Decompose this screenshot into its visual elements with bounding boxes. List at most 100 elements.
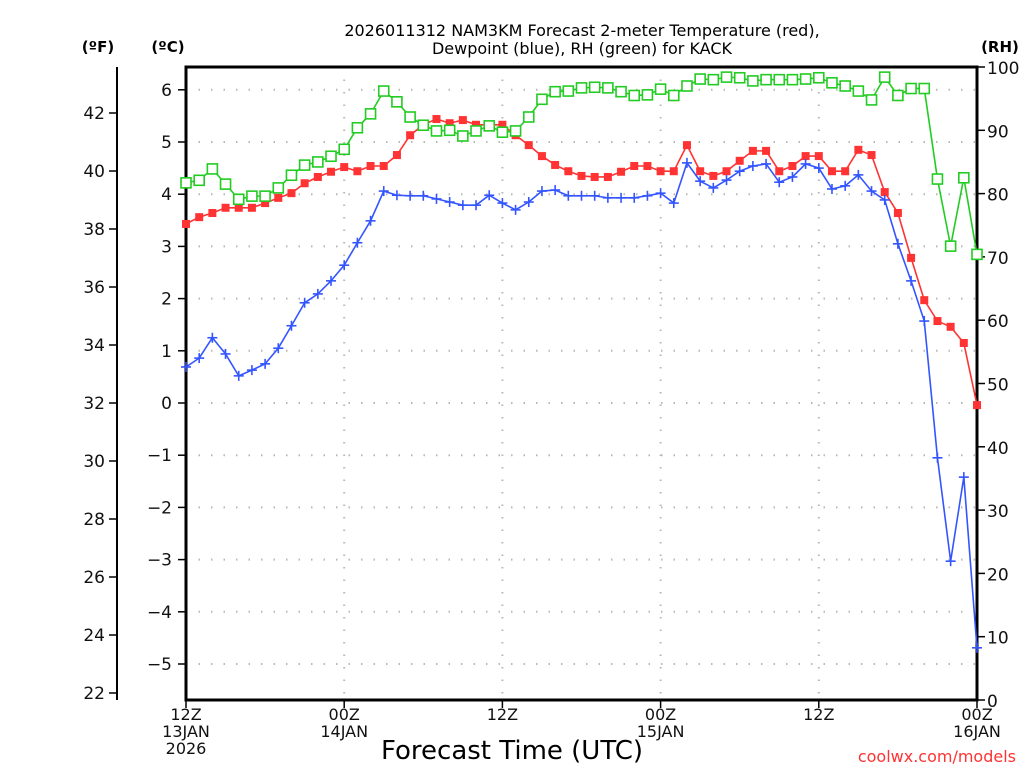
data-point-dewpoint xyxy=(339,260,350,271)
data-point-temperature xyxy=(959,338,968,347)
data-point-dewpoint xyxy=(787,171,798,182)
data-point-dewpoint xyxy=(866,186,877,197)
data-point-rh xyxy=(971,248,983,261)
data-point-rh xyxy=(773,73,786,86)
data-point-rh xyxy=(298,159,311,171)
data-point-rh xyxy=(707,73,720,86)
data-point-rh xyxy=(246,190,258,202)
data-point-temperature xyxy=(946,322,955,331)
data-point-temperature xyxy=(709,171,718,180)
data-point-rh xyxy=(892,89,904,102)
data-point-temperature xyxy=(696,167,705,176)
data-point-dewpoint xyxy=(312,288,323,299)
data-point-dewpoint xyxy=(932,452,943,463)
data-point-temperature xyxy=(735,156,744,165)
data-point-rh xyxy=(180,177,192,189)
x-tick-label: 15JAN xyxy=(637,722,685,741)
data-point-temperature xyxy=(907,253,916,262)
data-point-dewpoint xyxy=(616,192,627,203)
data-point-dewpoint xyxy=(181,361,191,372)
celsius-tick-label: 4 xyxy=(161,185,172,205)
data-point-temperature xyxy=(854,145,863,154)
data-point-dewpoint xyxy=(194,353,205,364)
data-point-temperature xyxy=(458,116,467,125)
data-point-rh xyxy=(193,174,205,187)
data-point-rh xyxy=(588,81,601,94)
data-point-temperature xyxy=(603,172,612,181)
data-point-temperature xyxy=(498,120,507,129)
data-point-rh xyxy=(219,178,232,190)
data-point-dewpoint xyxy=(695,176,706,187)
chart-title: 2026011312 NAM3KM Forecast 2-meter Tempe… xyxy=(344,21,819,58)
data-point-dewpoint xyxy=(365,215,376,226)
data-point-dewpoint xyxy=(431,193,442,204)
rh-tick-label: 40 xyxy=(987,439,1009,459)
data-point-temperature xyxy=(432,115,441,124)
data-point-temperature xyxy=(656,167,665,176)
data-point-dewpoint xyxy=(826,183,837,194)
fahrenheit-tick-label: 24 xyxy=(83,626,105,646)
rh-tick-label: 80 xyxy=(987,186,1009,206)
data-point-rh xyxy=(931,173,944,185)
data-point-temperature xyxy=(445,119,454,128)
data-point-dewpoint xyxy=(352,237,363,248)
data-point-dewpoint xyxy=(945,556,956,567)
data-point-rh xyxy=(496,126,509,138)
data-point-dewpoint xyxy=(919,316,930,327)
data-point-dewpoint xyxy=(906,275,917,286)
data-point-temperature xyxy=(327,167,336,176)
data-point-rh xyxy=(575,82,588,94)
data-point-temperature xyxy=(274,193,283,202)
data-point-rh xyxy=(733,71,746,84)
data-point-rh xyxy=(536,93,548,106)
x-tick-label: 16JAN xyxy=(953,722,1001,741)
data-point-rh xyxy=(206,163,219,175)
data-point-temperature xyxy=(287,189,296,198)
rh-tick-label: 50 xyxy=(987,376,1009,396)
data-point-dewpoint xyxy=(629,192,640,203)
data-point-temperature xyxy=(801,152,810,161)
x-tick-label: 00Z xyxy=(329,705,360,724)
data-point-temperature xyxy=(722,167,731,176)
data-point-dewpoint xyxy=(207,332,218,343)
rh-tick-label: 0 xyxy=(987,692,998,712)
credit-link[interactable]: coolwx.com/models xyxy=(858,747,1016,766)
fahrenheit-tick-label: 40 xyxy=(83,162,105,182)
data-point-rh xyxy=(602,82,614,94)
data-point-rh xyxy=(312,156,324,168)
data-point-temperature xyxy=(669,167,678,176)
data-point-rh xyxy=(483,120,496,132)
data-point-temperature xyxy=(577,171,586,180)
data-point-dewpoint xyxy=(246,365,257,376)
data-point-rh xyxy=(325,150,337,163)
data-point-temperature xyxy=(814,152,823,161)
x-tick-label: 00Z xyxy=(961,705,992,724)
data-point-temperature xyxy=(300,179,309,188)
x-tick-label: 12Z xyxy=(487,705,518,724)
data-point-dewpoint xyxy=(813,163,824,174)
data-point-dewpoint xyxy=(708,182,719,193)
data-point-dewpoint xyxy=(550,185,561,196)
data-point-dewpoint xyxy=(326,275,337,286)
data-point-rh xyxy=(522,111,535,123)
data-point-dewpoint xyxy=(879,194,890,205)
rh-tick-label: 90 xyxy=(987,122,1009,142)
fahrenheit-tick-label: 26 xyxy=(83,568,105,588)
fahrenheit-tick-label: 42 xyxy=(83,104,105,124)
data-point-rh xyxy=(839,80,851,92)
data-point-temperature xyxy=(208,208,217,217)
data-point-temperature xyxy=(221,203,230,212)
data-point-temperature xyxy=(775,167,784,176)
celsius-tick-label: −2 xyxy=(147,498,172,518)
fahrenheit-tick-label: 28 xyxy=(83,510,105,530)
data-point-dewpoint xyxy=(286,320,297,331)
data-point-temperature xyxy=(867,151,876,160)
x-tick-label: 12Z xyxy=(803,705,834,724)
rh-tick-label: 30 xyxy=(987,502,1009,522)
data-point-temperature xyxy=(366,162,375,171)
data-point-rh xyxy=(549,85,561,98)
data-point-rh xyxy=(338,143,351,156)
x-tick-label: 12Z xyxy=(170,705,201,724)
celsius-tick-label: 0 xyxy=(161,394,172,414)
data-point-temperature xyxy=(643,162,652,171)
